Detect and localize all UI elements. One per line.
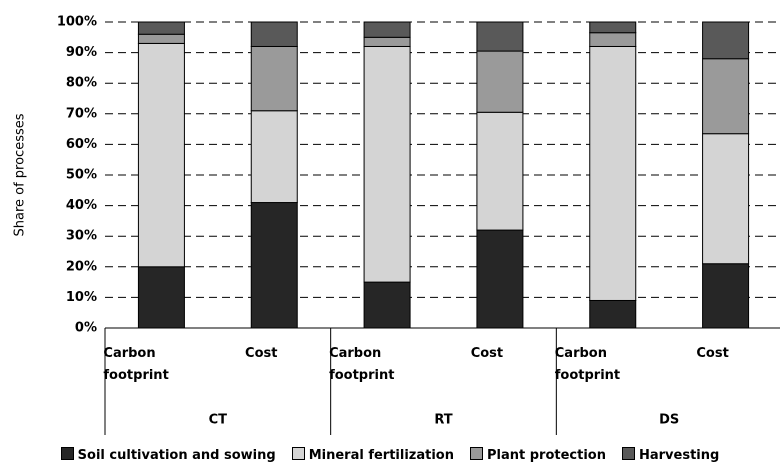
bar-segment bbox=[250, 45, 298, 112]
bar-segment bbox=[476, 21, 524, 52]
bar-segment bbox=[589, 32, 637, 47]
bar-segment bbox=[363, 281, 411, 329]
legend-item: Plant protection bbox=[469, 447, 606, 463]
y-tick-label: 70% bbox=[66, 106, 97, 121]
bar-segment bbox=[137, 33, 185, 44]
bar-segment bbox=[589, 21, 637, 34]
bar-segment bbox=[363, 21, 411, 38]
legend-label: Plant protection bbox=[486, 448, 606, 463]
x-tick-label: Cost bbox=[696, 346, 729, 361]
y-tick-label: 100% bbox=[57, 15, 97, 30]
bar-segment bbox=[476, 50, 524, 113]
bar-segment bbox=[702, 263, 750, 329]
legend-label: Harvesting bbox=[638, 448, 720, 463]
legend-swatch bbox=[621, 447, 635, 460]
legend-label: Soil cultivation and sowing bbox=[77, 448, 276, 463]
y-tick-label: 0% bbox=[75, 321, 97, 336]
y-tick-label: 80% bbox=[66, 76, 97, 91]
x-tick-label: Carbon footprint bbox=[103, 346, 169, 383]
bar-segment bbox=[137, 21, 185, 35]
x-tick-label: Carbon footprint bbox=[554, 346, 621, 383]
bar-segment bbox=[137, 266, 185, 329]
bar-segment bbox=[250, 202, 298, 329]
y-tick-label: 50% bbox=[66, 168, 97, 183]
bar-segment bbox=[476, 229, 524, 329]
y-tick-label: 20% bbox=[66, 259, 97, 274]
y-tick-label: 60% bbox=[66, 137, 97, 152]
bar-segment bbox=[137, 42, 185, 268]
y-tick-label: 40% bbox=[66, 198, 97, 213]
legend-swatch bbox=[291, 447, 305, 460]
legend-item: Mineral fertilization bbox=[291, 447, 454, 463]
x-tick-label: Cost bbox=[470, 346, 504, 361]
legend-swatch bbox=[469, 447, 483, 460]
bar-segment bbox=[363, 36, 411, 47]
legend-swatch bbox=[60, 447, 74, 460]
bar-segment bbox=[702, 133, 750, 265]
group-label: RT bbox=[434, 413, 452, 428]
x-tick-label: Carbon footprint bbox=[329, 346, 395, 383]
bar-segment bbox=[702, 58, 750, 135]
bar-segment bbox=[589, 45, 637, 301]
legend-label: Mineral fertilization bbox=[308, 448, 454, 463]
x-tick-label: Cost bbox=[245, 346, 278, 361]
bar-segment bbox=[250, 21, 298, 47]
legend: Soil cultivation and sowing Mineral ferti… bbox=[0, 447, 780, 463]
y-axis-title: Share of processes bbox=[13, 113, 28, 236]
legend-item: Harvesting bbox=[621, 447, 720, 463]
bar-segment bbox=[476, 111, 524, 231]
legend-item: Soil cultivation and sowing bbox=[60, 447, 276, 463]
bar-segment bbox=[250, 110, 298, 204]
y-tick-label: 90% bbox=[66, 45, 97, 60]
group-label: DS bbox=[659, 413, 679, 428]
bar-segment bbox=[589, 299, 637, 329]
bar-segment bbox=[702, 21, 750, 60]
y-tick-label: 30% bbox=[66, 229, 97, 244]
y-tick-label: 10% bbox=[66, 290, 97, 305]
bar-segment bbox=[363, 45, 411, 283]
group-label: CT bbox=[209, 413, 228, 428]
